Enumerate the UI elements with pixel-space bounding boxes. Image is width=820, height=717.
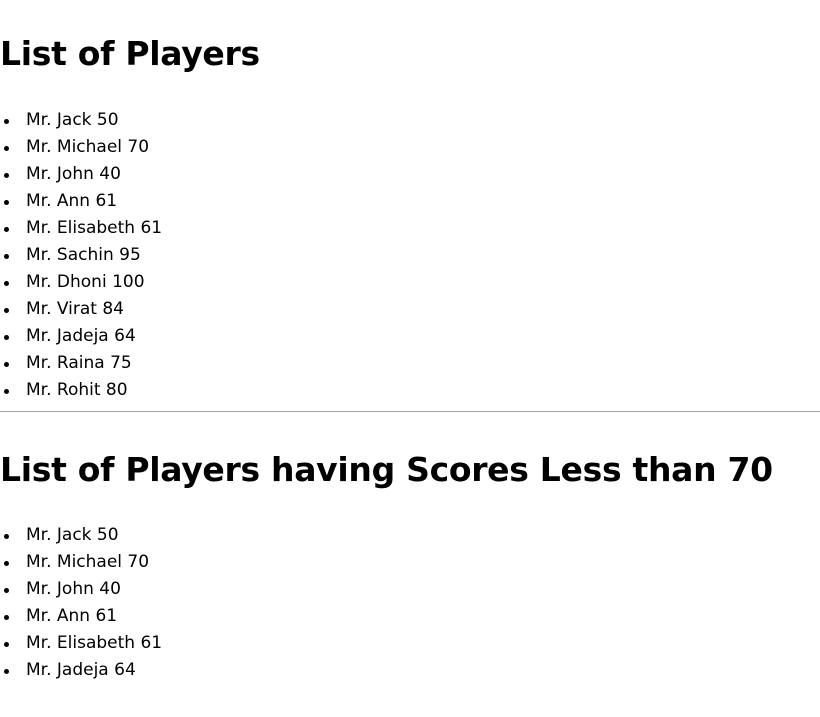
bullet-icon [4,200,9,205]
all-players-list: Mr. Jack 50 Mr. Michael 70 Mr. John 40 M… [0,107,162,404]
player-entry: Mr. Jadeja 64 [26,326,136,346]
player-entry: Mr. Elisabeth 61 [26,633,163,653]
list-item: Mr. Ann 61 [0,603,162,630]
all-players-heading: List of Players [0,34,260,73]
player-entry: Mr. Jack 50 [26,525,119,545]
bullet-icon [4,362,9,367]
list-item: Mr. Virat 84 [0,296,162,323]
bullet-icon [4,281,9,286]
player-entry: Mr. Raina 75 [26,353,132,373]
list-item: Mr. Michael 70 [0,134,162,161]
filtered-players-heading: List of Players having Scores Less than … [0,450,773,489]
list-item: Mr. Elisabeth 61 [0,215,162,242]
bullet-icon [4,534,9,539]
list-item: Mr. Sachin 95 [0,242,162,269]
player-entry: Mr. Elisabeth 61 [26,218,163,238]
bullet-icon [4,308,9,313]
bullet-icon [4,227,9,232]
list-item: Mr. Michael 70 [0,549,162,576]
player-entry: Mr. Sachin 95 [26,245,141,265]
player-entry: Mr. Michael 70 [26,552,150,572]
list-item: Mr. Dhoni 100 [0,269,162,296]
list-item: Mr. Jadeja 64 [0,323,162,350]
player-entry: Mr. Dhoni 100 [26,272,145,292]
player-entry: Mr. Virat 84 [26,299,124,319]
bullet-icon [4,561,9,566]
list-item: Mr. Jack 50 [0,522,162,549]
list-item: Mr. Raina 75 [0,350,162,377]
bullet-icon [4,173,9,178]
list-item: Mr. John 40 [0,161,162,188]
list-item: Mr. Jack 50 [0,107,162,134]
list-item: Mr. John 40 [0,576,162,603]
player-entry: Mr. Jadeja 64 [26,660,136,680]
list-item: Mr. Ann 61 [0,188,162,215]
list-item: Mr. Jadeja 64 [0,657,162,684]
player-entry: Mr. John 40 [26,579,121,599]
player-entry: Mr. Michael 70 [26,137,150,157]
player-entry: Mr. Ann 61 [26,606,118,626]
bullet-icon [4,146,9,151]
bullet-icon [4,588,9,593]
bullet-icon [4,669,9,674]
player-entry: Mr. Rohit 80 [26,380,128,400]
player-entry: Mr. John 40 [26,164,121,184]
bullet-icon [4,119,9,124]
bullet-icon [4,254,9,259]
bullet-icon [4,615,9,620]
player-entry: Mr. Ann 61 [26,191,118,211]
filtered-players-list: Mr. Jack 50 Mr. Michael 70 Mr. John 40 M… [0,522,162,684]
section-divider [0,411,820,412]
list-item: Mr. Rohit 80 [0,377,162,404]
list-item: Mr. Elisabeth 61 [0,630,162,657]
player-entry: Mr. Jack 50 [26,110,119,130]
bullet-icon [4,642,9,647]
bullet-icon [4,335,9,340]
bullet-icon [4,389,9,394]
